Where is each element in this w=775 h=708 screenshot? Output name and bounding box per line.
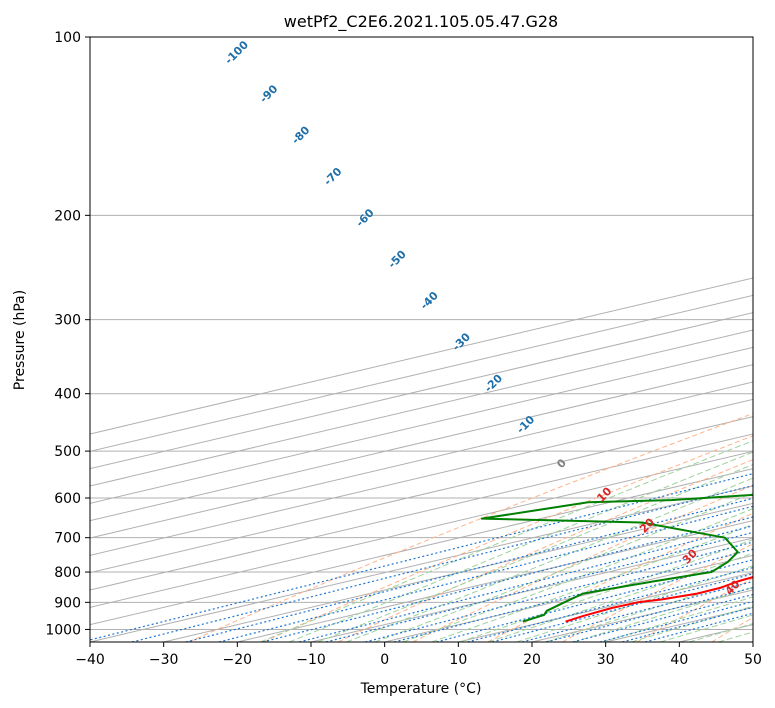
mixing-ratio-line — [185, 497, 753, 642]
isotherm-line — [90, 346, 753, 504]
isotherm-line — [90, 294, 753, 452]
isotherm-line — [90, 381, 753, 539]
dry-adiabat-line — [487, 512, 753, 642]
moist-adiabat-line — [431, 523, 753, 642]
isotherm-line — [90, 398, 753, 556]
dry-adiabat-line — [337, 459, 753, 642]
dry-adiabat-label: -100 — [222, 38, 251, 67]
moist-adiabat-line — [402, 508, 753, 642]
dewpoint-profile-line — [480, 493, 753, 623]
x-tick-label: 0 — [380, 652, 389, 668]
tick-layer: −40 −30 −20 −10 0 10 20 30 40 5010020030040050060… — [45, 30, 762, 668]
moist-adiabat-label: 30 — [680, 546, 700, 566]
moist-adiabat-line — [459, 538, 753, 642]
moist-adiabat-line — [260, 440, 753, 642]
isotherm-line — [90, 416, 753, 574]
moist-adiabat-line — [516, 565, 753, 642]
mixing-ratio-line — [365, 541, 753, 642]
isotherm-line — [90, 364, 753, 522]
moist-adiabat-line — [718, 631, 753, 642]
dry-adiabat-label: -20 — [482, 371, 505, 394]
mixing-ratio-line — [394, 548, 753, 642]
x-tick-label: 40 — [670, 652, 688, 668]
isotherm-line — [90, 312, 753, 470]
moist-adiabat-line — [688, 623, 753, 642]
chart-title: wetPf2_C2E6.2021.105.05.47.G28 — [284, 12, 558, 32]
isotherm-line — [237, 520, 753, 642]
moist-adiabat-line — [288, 451, 753, 642]
x-tick-label: −30 — [149, 652, 179, 668]
moist-adiabat-line — [602, 596, 753, 642]
moist-adiabat-line — [317, 464, 753, 642]
isotherm-line — [90, 433, 753, 591]
isotherm-line — [752, 641, 753, 642]
dry-adiabat-label: -70 — [321, 165, 344, 188]
x-tick-label: 10 — [449, 652, 467, 668]
grid-layer — [90, 37, 753, 642]
dry-adiabat-label: -30 — [450, 330, 473, 353]
dry-adiabat-line — [562, 543, 753, 642]
moist-adiabat-line — [659, 614, 753, 642]
series-layer — [480, 493, 753, 623]
mixing-ratio-line — [467, 566, 753, 642]
moist-adiabat-label: 20 — [637, 515, 657, 535]
moist-adiabat-line — [544, 576, 753, 642]
moist-adiabat-line — [573, 586, 753, 642]
moist-adiabat-line — [487, 552, 753, 642]
x-tick-label: 30 — [597, 652, 615, 668]
isotherm-line — [384, 554, 753, 642]
y-tick-label: 700 — [54, 531, 81, 547]
dry-adiabat-label: -80 — [289, 123, 312, 146]
isotherm-line — [90, 468, 753, 626]
x-tick-label: −40 — [75, 652, 105, 668]
isotherm-line — [90, 277, 753, 435]
dry-adiabat-label: -40 — [418, 289, 441, 312]
mixing-ratio-line — [572, 593, 753, 642]
dry-adiabat-label: -60 — [353, 206, 376, 229]
isotherm-line — [90, 450, 753, 608]
y-tick-label: 900 — [54, 595, 81, 611]
x-axis-label: Temperature (°C) — [360, 681, 482, 697]
x-tick-label: −10 — [296, 652, 326, 668]
x-tick-label: −20 — [223, 652, 253, 668]
isotherm-line — [90, 485, 753, 642]
dry-adiabat-label: -50 — [386, 247, 409, 270]
temperature-profile-line — [565, 575, 753, 623]
y-tick-label: 200 — [54, 208, 81, 224]
isotherm-line — [90, 329, 753, 487]
mixing-ratio-line — [299, 525, 753, 642]
moist-adiabat-label: 0 — [554, 456, 569, 471]
plot-frame — [89, 36, 754, 643]
mixing-ratio-line — [131, 484, 753, 642]
x-tick-label: 50 — [744, 652, 762, 668]
y-tick-label: 800 — [54, 565, 81, 581]
dry-adiabat-label: -90 — [257, 82, 280, 105]
y-tick-label: 600 — [54, 491, 81, 507]
y-tick-label: 500 — [54, 444, 81, 460]
mixing-ratio-line — [218, 505, 753, 642]
y-tick-label: 1000 — [45, 622, 81, 638]
mixing-ratio-line — [325, 531, 753, 642]
y-tick-label: 100 — [54, 30, 81, 46]
x-tick-label: 20 — [523, 652, 541, 668]
y-tick-label: 400 — [54, 387, 81, 403]
dry-adiabat-line — [188, 412, 753, 642]
moist-adiabat-line — [346, 477, 753, 642]
mixing-ratio-line — [90, 473, 753, 641]
isotherm-line — [310, 537, 753, 642]
isotherm-line — [163, 502, 753, 642]
mixing-ratio-line — [436, 559, 753, 642]
moist-adiabat-line — [374, 492, 753, 642]
adiabat-layer — [90, 412, 753, 642]
y-axis-label: Pressure (hPa) — [12, 290, 28, 390]
y-tick-label: 300 — [54, 313, 81, 329]
dry-adiabat-line — [636, 577, 753, 642]
